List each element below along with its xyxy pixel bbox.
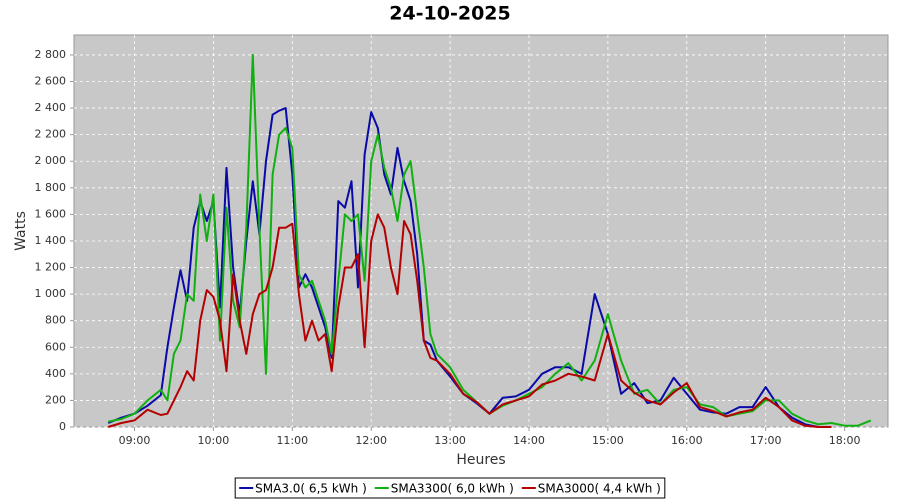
y-tick-label: 2 600 — [35, 75, 67, 88]
y-tick-label: 0 — [59, 420, 66, 433]
chart-title: 24-10-2025 — [389, 3, 511, 25]
y-tick-label: 1 200 — [35, 261, 67, 274]
y-tick-label: 2 800 — [35, 48, 67, 61]
series-line — [107, 213, 832, 428]
x-tick-label: 10:00 — [198, 434, 230, 447]
y-tick-label: 2 200 — [35, 128, 67, 141]
x-tick-label: 13:00 — [434, 434, 466, 447]
x-tick-label: 12:00 — [355, 434, 387, 447]
y-tick-label: 2 400 — [35, 101, 67, 114]
y-tick-label: 1 800 — [35, 181, 67, 194]
legend-box — [234, 477, 666, 499]
x-tick-label: 17:00 — [750, 434, 782, 447]
y-tick-label: 1 600 — [35, 207, 67, 220]
y-tick-label: 600 — [45, 340, 66, 353]
x-tick-label: 15:00 — [592, 434, 624, 447]
x-tick-label: 14:00 — [513, 434, 545, 447]
x-tick-label: 09:00 — [119, 434, 151, 447]
y-tick-label: 200 — [45, 393, 66, 406]
x-tick-label: 18:00 — [829, 434, 861, 447]
y-axis-label: Watts — [13, 211, 29, 251]
x-tick-label: 16:00 — [671, 434, 703, 447]
y-tick-label: 2 000 — [35, 154, 67, 167]
plot-area — [73, 34, 889, 428]
y-tick-label: 800 — [45, 314, 66, 327]
x-tick-label: 11:00 — [276, 434, 308, 447]
y-tick-label: 1 400 — [35, 234, 67, 247]
legend: SMA3.0( 6,5 kWh ) SMA3300( 6,0 kWh ) SMA30… — [234, 477, 666, 499]
legend-label: SMA3000( 4,4 kWh ) — [538, 482, 661, 496]
y-tick-label: 400 — [45, 367, 66, 380]
legend-label: SMA3300( 6,0 kWh ) — [391, 482, 514, 496]
legend-label: SMA3.0( 6,5 kWh ) — [255, 482, 367, 496]
y-tick-label: 1 000 — [35, 287, 67, 300]
x-axis-label: Heures — [456, 452, 505, 468]
